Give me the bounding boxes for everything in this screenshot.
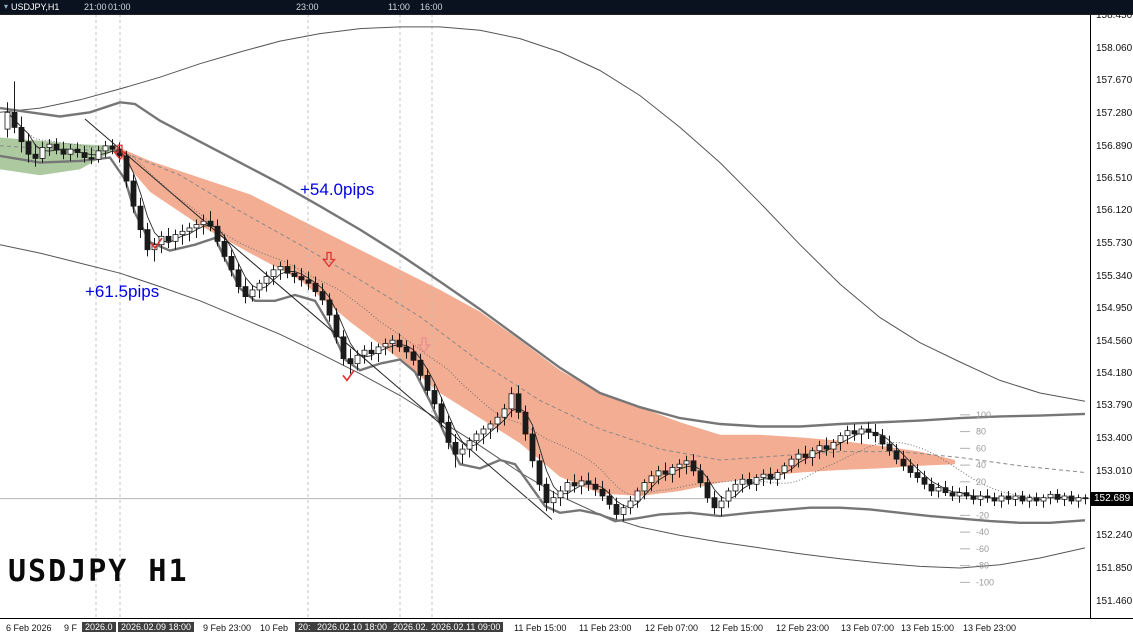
svg-text:-100: -100	[976, 577, 994, 587]
time-axis-label: 12 Feb 07:00	[645, 623, 699, 633]
time-axis-marker-label: 20:	[295, 622, 314, 632]
time-axis-label: 9 Feb 23:00	[203, 623, 252, 633]
price-axis-label: 155.340	[1096, 270, 1133, 282]
price-axis-label: 155.730	[1096, 237, 1133, 249]
time-axis-label: 6 Feb 2026	[6, 623, 52, 633]
price-axis-label: 154.180	[1096, 367, 1133, 379]
price-axis-label: 158.450	[1096, 10, 1133, 21]
price-axis-label: 152.240	[1096, 530, 1133, 542]
price-chart-svg[interactable]: 100 80 60 40 20 -20 -40 -60 -80 -100	[0, 14, 1090, 618]
session-separators	[95, 14, 433, 618]
time-axis-label: 13 Feb 23:00	[963, 623, 1017, 633]
time-axis-marker-label: 2026.02.10 18:00	[314, 622, 391, 632]
outer-band-upper	[0, 26, 1086, 402]
price-axis-label: 157.670	[1096, 75, 1133, 87]
svg-text:-20: -20	[976, 510, 989, 520]
sell-arrow-icon	[322, 251, 336, 268]
slow-ma-dotted	[7, 111, 1086, 499]
svg-text:40: 40	[976, 460, 986, 470]
price-axis-label: 154.560	[1096, 335, 1133, 347]
envelope-upper-thick	[0, 101, 1086, 428]
time-axis-label: 13 Feb 07:00	[841, 623, 895, 633]
svg-text:-40: -40	[976, 527, 989, 537]
symbol-timeframe-label: ▾ USDJPY,H1	[4, 1, 59, 13]
trendline	[84, 118, 553, 520]
indicator-lines	[0, 26, 1086, 569]
chart-topbar: ▾ USDJPY,H1 21:00 01:00 23:00 11:00 16:00	[0, 0, 1133, 15]
time-axis-marker-label: 2026.02.11 09:00	[428, 622, 504, 632]
vline-time-label: 23:00	[296, 2, 319, 12]
price-axis-label: 151.850	[1096, 562, 1133, 574]
sell-arrow-icon	[113, 144, 127, 161]
dropdown-triangle-icon[interactable]: ▾	[4, 2, 9, 11]
price-axis-label: 156.890	[1096, 140, 1133, 152]
time-axis-marker-label: 2026.02.	[390, 622, 432, 632]
time-axis-label: 11 Feb 15:00	[514, 623, 567, 633]
current-price-tag: 152.689	[1090, 491, 1133, 506]
profit-annotation-1[interactable]: +54.0pips	[300, 180, 375, 199]
envelope-lower-thick	[0, 154, 1086, 524]
vline-time-label: 21:00	[84, 2, 107, 12]
fast-ma-line	[7, 111, 1086, 508]
sell-arrow-icon	[417, 337, 431, 353]
time-axis-marker-label: 2026.0	[82, 622, 116, 632]
price-axis-label: 153.400	[1096, 433, 1133, 445]
vline-time-label: 01:00	[108, 2, 131, 12]
price-axis-label: 153.790	[1096, 400, 1133, 412]
price-axis-label: 156.510	[1096, 172, 1133, 184]
time-axis-label: 12 Feb 15:00	[710, 623, 764, 633]
svg-text:80: 80	[976, 427, 986, 437]
exit-check-icon	[150, 237, 163, 250]
exit-check-icon	[342, 369, 355, 382]
price-axis-label: 151.460	[1096, 595, 1133, 607]
price-axis-label: 156.120	[1096, 205, 1133, 217]
time-axis-marker-label: 2026.02.09 18:00	[118, 622, 195, 632]
svg-text:60: 60	[976, 443, 986, 453]
time-axis-label: 11 Feb 23:00	[579, 623, 632, 633]
pip-scale: 100 80 60 40 20 -20 -40 -60 -80 -100	[960, 410, 994, 587]
trade-arrows	[113, 144, 431, 382]
time-axis-label: 10 Feb	[260, 623, 289, 633]
profit-annotation-2[interactable]: +61.5pips	[85, 282, 160, 301]
svg-text:-60: -60	[976, 544, 989, 554]
price-axis[interactable]: 158.450 158.060 157.670 157.280 156.890 156.5…	[1090, 10, 1133, 618]
time-axis-label: 9 F	[64, 623, 78, 633]
time-axis-label: 12 Feb 23:00	[776, 623, 830, 633]
svg-text:20: 20	[976, 477, 986, 487]
price-axis-label: 154.950	[1096, 303, 1133, 315]
svg-text:-80: -80	[976, 561, 989, 571]
symbol-text: USDJPY,H1	[11, 2, 60, 12]
bearish-cloud	[115, 145, 955, 497]
chart-canvas[interactable]: 100 80 60 40 20 -20 -40 -60 -80 -100 +54.0pips +6…	[0, 14, 1090, 618]
price-axis-label: 153.010	[1096, 465, 1133, 477]
time-axis-label: 13 Feb 15:00	[901, 623, 955, 633]
price-axis-label: 157.280	[1096, 108, 1133, 119]
time-axis[interactable]: 6 Feb 2026 9 F 2026.0 2026.02.09 18:00 9 Feb…	[0, 618, 1133, 636]
symbol-watermark: USDJPY H1	[8, 554, 189, 589]
vline-time-label: 16:00	[420, 2, 443, 12]
indicator-clouds	[0, 137, 955, 497]
price-axis-label: 158.060	[1096, 42, 1133, 54]
candlestick-series	[4, 81, 1089, 522]
svg-text:100: 100	[976, 410, 991, 420]
vline-time-label: 11:00	[388, 2, 410, 12]
